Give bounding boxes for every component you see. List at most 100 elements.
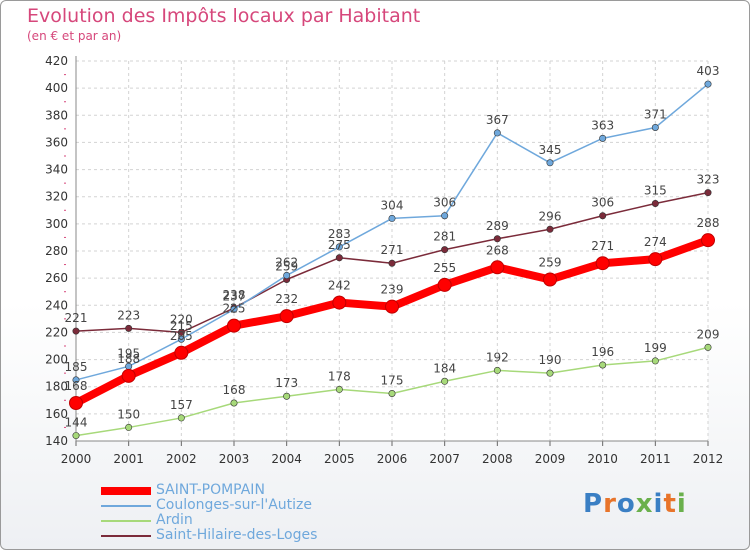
data-label: 262	[275, 255, 298, 269]
legend-label: Ardin	[156, 512, 193, 528]
series-point	[72, 327, 80, 335]
series-point	[441, 212, 449, 220]
series-point	[283, 392, 291, 400]
series-point	[388, 389, 396, 397]
data-label: 209	[697, 327, 720, 341]
data-label: 178	[328, 369, 351, 383]
series-point	[177, 328, 185, 336]
series-point	[546, 159, 554, 167]
series-point	[69, 396, 83, 410]
series-point	[121, 368, 136, 383]
data-label: 144	[65, 416, 88, 430]
data-label: 157	[170, 398, 193, 412]
series-point	[335, 385, 343, 393]
x-tick-label: 2007	[429, 452, 460, 466]
x-tick-label: 2003	[219, 452, 250, 466]
y-tick-label: 140	[45, 434, 68, 448]
data-label: 296	[539, 209, 562, 223]
data-label: 315	[644, 184, 667, 198]
series-point	[388, 214, 396, 222]
series-point	[648, 252, 663, 267]
data-label: 221	[65, 311, 88, 325]
x-tick-label: 2011	[640, 452, 671, 466]
y-tick-label: 280	[45, 244, 68, 258]
logo-letter: P	[583, 489, 604, 519]
legend-label: Coulonges-sur-l'Autize	[156, 497, 312, 513]
series-point	[335, 254, 343, 262]
data-label: 185	[65, 360, 88, 374]
series-point	[125, 423, 133, 431]
data-label: 168	[223, 383, 246, 397]
series-point	[441, 377, 449, 385]
y-tick-label: 360	[45, 135, 68, 149]
y-tick-label: 340	[45, 163, 68, 177]
x-tick-label: 2008	[482, 452, 513, 466]
data-label: 188	[117, 352, 140, 366]
series-point	[704, 189, 712, 197]
series-point	[704, 80, 712, 88]
y-tick-label: 160	[45, 407, 68, 421]
legend-swatch	[101, 520, 151, 522]
data-label: 239	[381, 283, 404, 297]
x-tick-label: 2005	[324, 452, 355, 466]
series-point	[437, 277, 452, 292]
x-tick-label: 2002	[166, 452, 197, 466]
y-tick-label: 240	[45, 298, 68, 312]
data-label: 271	[591, 239, 614, 253]
series-point	[385, 299, 399, 314]
series-point	[599, 134, 607, 142]
series-point	[283, 271, 291, 279]
y-tick-label: 320	[45, 190, 68, 204]
series-point	[177, 335, 185, 343]
legend-swatch	[101, 535, 151, 537]
series-point	[599, 212, 607, 220]
x-tick-label: 2000	[61, 452, 92, 466]
y-tick-label: 180	[45, 380, 68, 394]
data-labels: 221 223 220 238 259 275 271 281 289 296 306 315 323 1…	[65, 64, 720, 430]
data-label: 190	[539, 353, 562, 367]
legend-label: Saint-Hilaire-des-Loges	[156, 527, 318, 543]
series-point	[701, 233, 715, 248]
series-point	[493, 235, 501, 243]
data-label: 175	[381, 374, 404, 388]
series-point	[546, 225, 554, 233]
series-point	[546, 369, 554, 377]
data-label: 259	[275, 260, 298, 274]
data-label: 196	[591, 345, 614, 359]
series-point	[72, 376, 80, 384]
y-tick-label: 420	[45, 54, 68, 68]
series-point	[230, 399, 238, 407]
data-label: 242	[328, 279, 351, 293]
data-label: 232	[275, 292, 298, 306]
data-label: 215	[170, 319, 193, 333]
data-label: 268	[486, 243, 509, 257]
data-label: 304	[381, 198, 404, 212]
data-label: 168	[65, 379, 88, 393]
data-label: 274	[644, 235, 667, 249]
logo-letter: t	[663, 489, 677, 519]
data-label: 403	[697, 64, 720, 78]
data-label: 192	[486, 350, 509, 364]
y-tick-label: 220	[45, 325, 68, 339]
data-label: 289	[486, 219, 509, 233]
series-point	[651, 357, 659, 365]
data-label: 255	[433, 261, 456, 275]
series-point	[441, 246, 449, 254]
data-label: 199	[644, 341, 667, 355]
grid	[75, 60, 709, 442]
data-label: 259	[539, 256, 562, 270]
data-label: 238	[223, 288, 246, 302]
data-label: 345	[539, 143, 562, 157]
data-label: 184	[433, 361, 456, 375]
data-label: 306	[591, 196, 614, 210]
data-label: 371	[644, 108, 667, 122]
data-label: 220	[170, 312, 193, 326]
plot-area	[76, 61, 708, 441]
data-label: 225	[223, 302, 246, 316]
series-point	[493, 366, 501, 374]
series-point	[227, 318, 241, 333]
data-label: 363	[591, 118, 614, 132]
series-point	[388, 259, 396, 267]
